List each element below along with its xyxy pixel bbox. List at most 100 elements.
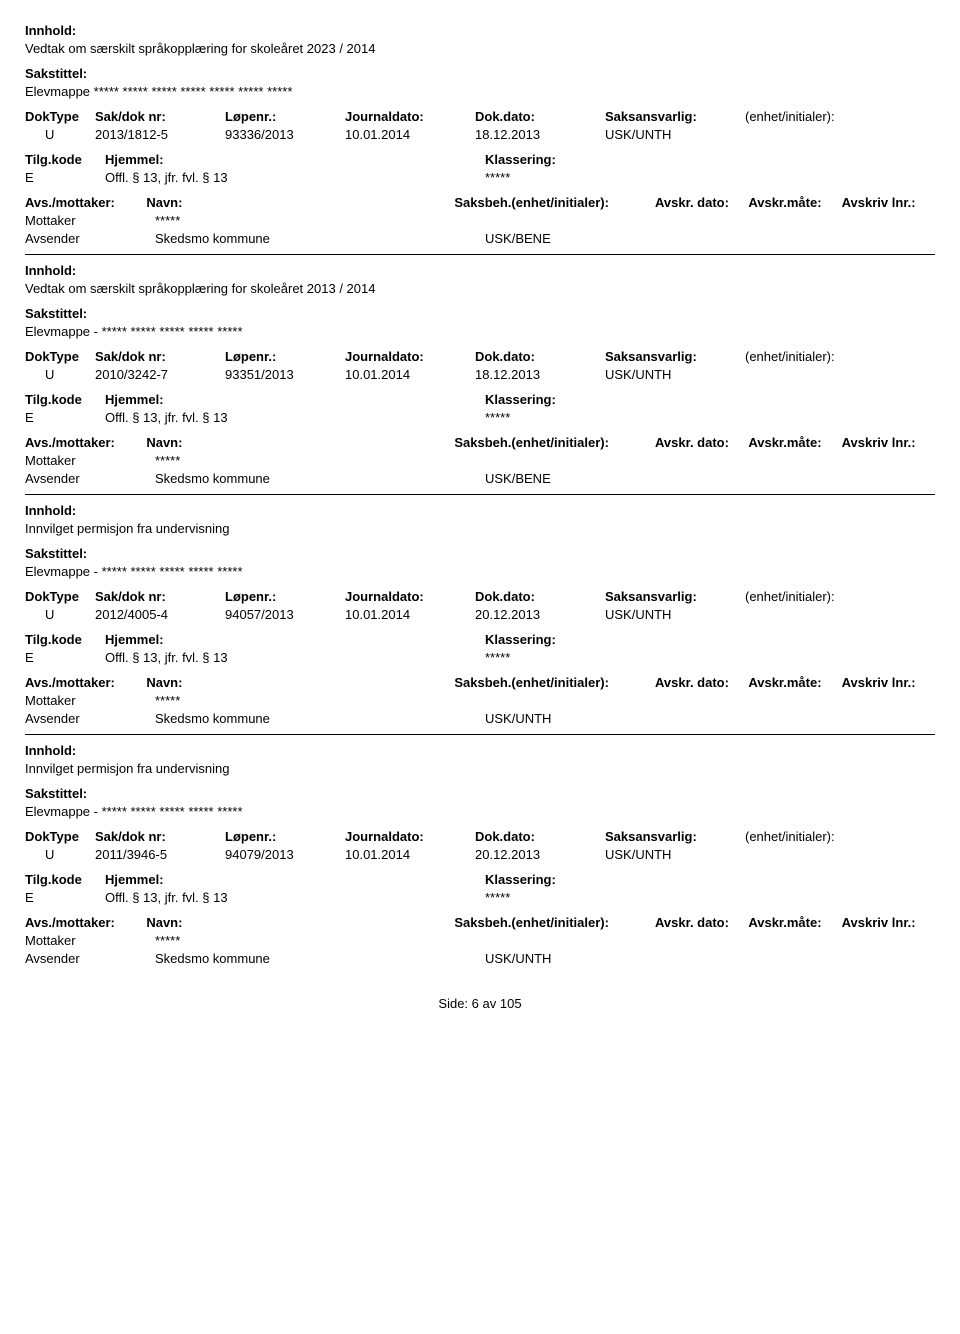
mottaker-row: Mottaker ***** bbox=[25, 453, 935, 468]
enhet-label: (enhet/initialer): bbox=[745, 589, 905, 604]
lopenr-value: 94079/2013 bbox=[225, 847, 345, 862]
doktype-value: U bbox=[25, 367, 95, 382]
sakdok-label: Sak/dok nr: bbox=[95, 109, 225, 124]
saksansvarlig-label: Saksansvarlig: bbox=[605, 829, 745, 844]
innhold-label: Innhold: bbox=[25, 263, 935, 278]
tilg-value-row: E Offl. § 13, jfr. fvl. § 13 ***** bbox=[25, 890, 935, 905]
saksansvarlig-value: USK/UNTH bbox=[605, 127, 745, 142]
lopenr-value: 93351/2013 bbox=[225, 367, 345, 382]
doktype-label: DokType bbox=[25, 589, 95, 604]
journaldato-value: 10.01.2014 bbox=[345, 127, 475, 142]
tilg-header-row: Tilg.kode Hjemmel: Klassering: bbox=[25, 152, 935, 167]
klassering-label: Klassering: bbox=[485, 152, 785, 167]
dokdato-label: Dok.dato: bbox=[475, 829, 605, 844]
avs-header-row: Avs./mottaker: Navn: Saksbeh.(enhet/init… bbox=[25, 675, 935, 690]
mottaker-navn: ***** bbox=[155, 453, 485, 468]
mottaker-navn: ***** bbox=[155, 213, 485, 228]
lopenr-label: Løpenr.: bbox=[225, 349, 345, 364]
enhet-label: (enhet/initialer): bbox=[745, 109, 905, 124]
sakstittel-value: Elevmappe - ***** ***** ***** ***** ****… bbox=[25, 564, 935, 579]
lopenr-label: Løpenr.: bbox=[225, 829, 345, 844]
journaldato-label: Journaldato: bbox=[345, 589, 475, 604]
avsender-row: Avsender Skedsmo kommune USK/UNTH bbox=[25, 951, 935, 966]
record-separator bbox=[25, 494, 935, 495]
klassering-value: ***** bbox=[485, 410, 785, 425]
journaldato-value: 10.01.2014 bbox=[345, 367, 475, 382]
avsender-navn: Skedsmo kommune bbox=[155, 711, 485, 726]
journal-record: Innhold: Vedtak om særskilt språkopplæri… bbox=[25, 263, 935, 486]
saksbeh-label: Saksbeh.(enhet/initialer): bbox=[454, 435, 655, 450]
avsender-navn: Skedsmo kommune bbox=[155, 231, 485, 246]
sakstittel-label: Sakstittel: bbox=[25, 306, 935, 321]
avsender-label: Avsender bbox=[25, 471, 155, 486]
enhet-value bbox=[745, 607, 905, 622]
avsmottaker-label: Avs./mottaker: bbox=[25, 915, 146, 930]
footer-prefix: Side: bbox=[438, 996, 468, 1011]
hjemmel-label: Hjemmel: bbox=[105, 152, 485, 167]
journaldato-label: Journaldato: bbox=[345, 109, 475, 124]
klassering-label: Klassering: bbox=[485, 392, 785, 407]
record-separator bbox=[25, 734, 935, 735]
footer-total: 105 bbox=[500, 996, 522, 1011]
tilg-value-row: E Offl. § 13, jfr. fvl. § 13 ***** bbox=[25, 410, 935, 425]
avsender-enhet: USK/BENE bbox=[485, 231, 685, 246]
doktype-label: DokType bbox=[25, 349, 95, 364]
dokdato-value: 20.12.2013 bbox=[475, 607, 605, 622]
sakstittel-label: Sakstittel: bbox=[25, 546, 935, 561]
sakdok-label: Sak/dok nr: bbox=[95, 589, 225, 604]
avsender-enhet: USK/UNTH bbox=[485, 951, 685, 966]
tilg-value-row: E Offl. § 13, jfr. fvl. § 13 ***** bbox=[25, 170, 935, 185]
dokdato-value: 18.12.2013 bbox=[475, 127, 605, 142]
avskrdato-label: Avskr. dato: bbox=[655, 435, 748, 450]
tilgkode-value: E bbox=[25, 170, 105, 185]
avskrmate-label: Avskr.måte: bbox=[748, 915, 841, 930]
meta-header-row: DokType Sak/dok nr: Løpenr.: Journaldato… bbox=[25, 109, 935, 124]
navn-label: Navn: bbox=[146, 435, 454, 450]
avs-header-row: Avs./mottaker: Navn: Saksbeh.(enhet/init… bbox=[25, 195, 935, 210]
sakstittel-label: Sakstittel: bbox=[25, 786, 935, 801]
avsender-row: Avsender Skedsmo kommune USK/UNTH bbox=[25, 711, 935, 726]
meta-header-row: DokType Sak/dok nr: Løpenr.: Journaldato… bbox=[25, 349, 935, 364]
avs-header-row: Avs./mottaker: Navn: Saksbeh.(enhet/init… bbox=[25, 915, 935, 930]
avsender-navn: Skedsmo kommune bbox=[155, 471, 485, 486]
journal-record: Innhold: Innvilget permisjon fra undervi… bbox=[25, 503, 935, 726]
innhold-label: Innhold: bbox=[25, 23, 935, 38]
journal-record: Innhold: Innvilget permisjon fra undervi… bbox=[25, 743, 935, 966]
saksbeh-label: Saksbeh.(enhet/initialer): bbox=[454, 195, 655, 210]
meta-value-row: U 2011/3946-5 94079/2013 10.01.2014 20.1… bbox=[25, 847, 935, 862]
navn-label: Navn: bbox=[146, 675, 454, 690]
saksansvarlig-label: Saksansvarlig: bbox=[605, 589, 745, 604]
lopenr-label: Løpenr.: bbox=[225, 109, 345, 124]
avsmottaker-label: Avs./mottaker: bbox=[25, 435, 146, 450]
dokdato-label: Dok.dato: bbox=[475, 349, 605, 364]
tilgkode-value: E bbox=[25, 410, 105, 425]
sakstittel-value: Elevmappe - ***** ***** ***** ***** ****… bbox=[25, 804, 935, 819]
journal-record: Innhold: Vedtak om særskilt språkopplæri… bbox=[25, 23, 935, 246]
avsender-label: Avsender bbox=[25, 231, 155, 246]
innhold-value: Vedtak om særskilt språkopplæring for sk… bbox=[25, 41, 935, 56]
enhet-label: (enhet/initialer): bbox=[745, 349, 905, 364]
avskrlnr-label: Avskriv lnr.: bbox=[842, 675, 935, 690]
lopenr-value: 93336/2013 bbox=[225, 127, 345, 142]
journaldato-value: 10.01.2014 bbox=[345, 847, 475, 862]
tilg-header-row: Tilg.kode Hjemmel: Klassering: bbox=[25, 392, 935, 407]
hjemmel-label: Hjemmel: bbox=[105, 392, 485, 407]
sakdok-value: 2011/3946-5 bbox=[95, 847, 225, 862]
mottaker-label: Mottaker bbox=[25, 453, 155, 468]
avskrdato-label: Avskr. dato: bbox=[655, 195, 748, 210]
saksbeh-label: Saksbeh.(enhet/initialer): bbox=[454, 675, 655, 690]
tilgkode-label: Tilg.kode bbox=[25, 872, 105, 887]
navn-label: Navn: bbox=[146, 195, 454, 210]
meta-value-row: U 2010/3242-7 93351/2013 10.01.2014 18.1… bbox=[25, 367, 935, 382]
page-footer: Side: 6 av 105 bbox=[25, 996, 935, 1011]
sakdok-value: 2013/1812-5 bbox=[95, 127, 225, 142]
sakdok-value: 2012/4005-4 bbox=[95, 607, 225, 622]
klassering-label: Klassering: bbox=[485, 632, 785, 647]
tilgkode-value: E bbox=[25, 890, 105, 905]
saksansvarlig-label: Saksansvarlig: bbox=[605, 349, 745, 364]
mottaker-navn: ***** bbox=[155, 693, 485, 708]
journaldato-label: Journaldato: bbox=[345, 349, 475, 364]
mottaker-row: Mottaker ***** bbox=[25, 693, 935, 708]
sakstittel-label: Sakstittel: bbox=[25, 66, 935, 81]
avskrlnr-label: Avskriv lnr.: bbox=[842, 915, 935, 930]
